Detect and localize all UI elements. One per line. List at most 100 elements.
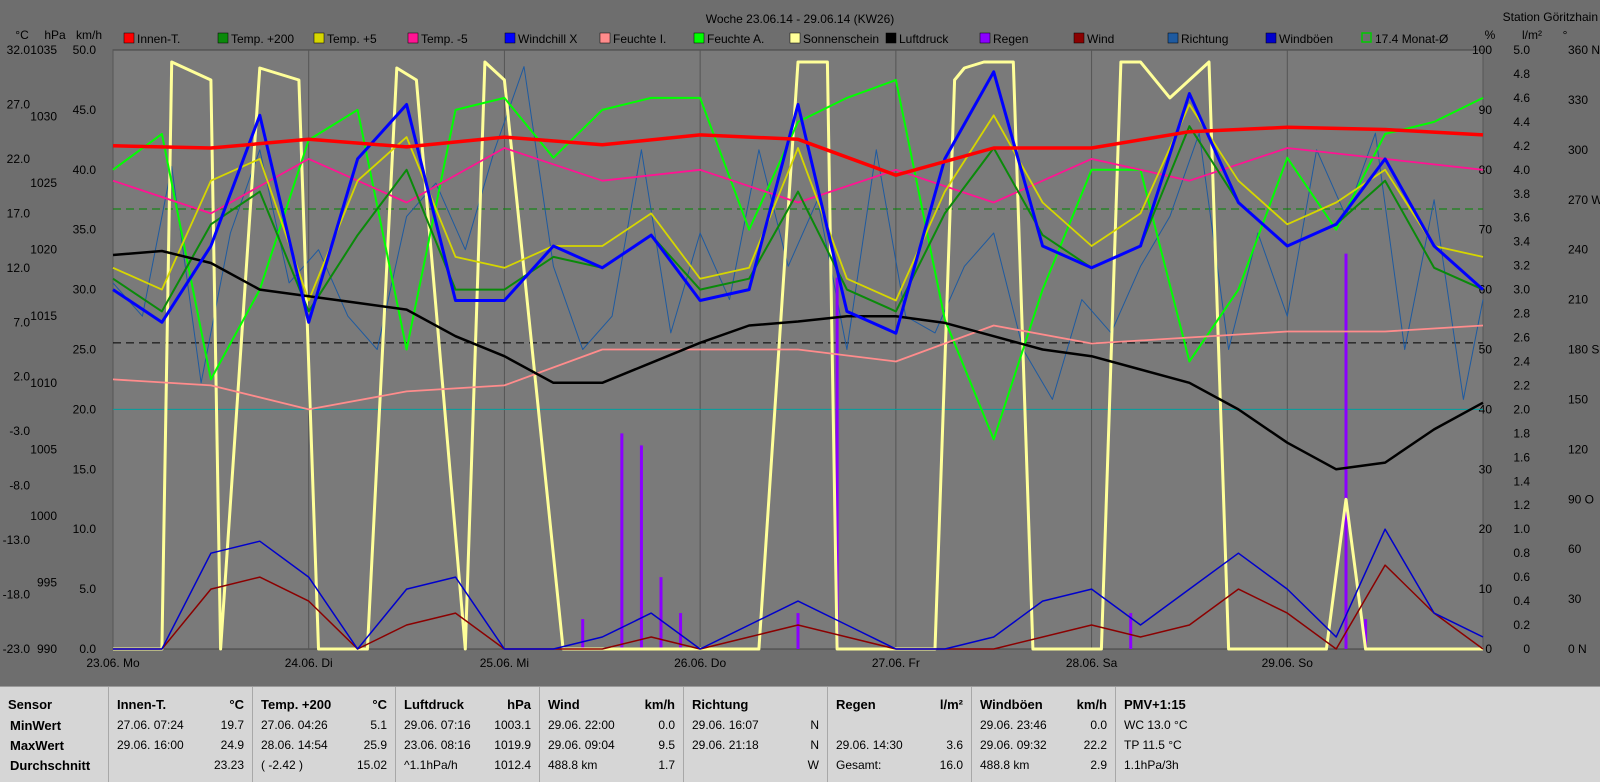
- right-axis-unit-0: %: [1485, 28, 1496, 42]
- stats-richtung-row: 29.06. 21:18 N: [692, 738, 819, 756]
- stats-wind-time: 29.06. 22:00: [548, 718, 615, 732]
- x-tick-label: 26.06. Do: [674, 656, 726, 670]
- legend-swatch: [979, 32, 991, 44]
- right-tick-label: 20: [1479, 522, 1493, 536]
- stats-regen-head: Regen: [836, 697, 876, 712]
- left-tick-label: 0.0: [79, 642, 96, 656]
- stats-innen-row: 27.06. 07:24 19.7: [117, 718, 244, 736]
- stats-regen-row: 29.06. 14:30 3.6: [836, 738, 963, 756]
- left-tick-label: -8.0: [9, 479, 30, 493]
- left-tick-label: 32.0: [7, 43, 31, 57]
- stats-label-avg: Durchschnitt: [10, 758, 91, 773]
- legend-label: Sonnenschein: [803, 32, 879, 46]
- station-name: Station Göritzhain: [1503, 10, 1598, 24]
- left-tick-label: -3.0: [9, 424, 30, 438]
- legend-swatch: [407, 32, 419, 44]
- right-tick-label: 0: [1485, 642, 1492, 656]
- stats-wind-time: 488.8 km: [548, 758, 598, 772]
- stats-regen-value: 3.6: [946, 738, 963, 752]
- right-tick-label: 330: [1568, 93, 1588, 107]
- left-tick-label: 22.0: [7, 152, 31, 166]
- stats-richtung-time: 29.06. 16:07: [692, 718, 759, 732]
- series-line-windb-en: [113, 528, 1484, 650]
- stats-boeen-value: 0.0: [1090, 718, 1107, 732]
- legend-swatch: [123, 32, 135, 44]
- left-tick-label: 7.0: [13, 315, 30, 329]
- stats-sensor-head: Sensor: [8, 697, 53, 712]
- legend-label: Innen-T.: [137, 32, 180, 46]
- stats-regen-column: Regen l/m² 29.06. 14:30 3.6 Gesamt: 16.0: [828, 687, 972, 782]
- stats-wind-time: 29.06. 09:04: [548, 738, 615, 752]
- series-line-temp-5: [112, 147, 1484, 215]
- stats-regen-unit: l/m²: [939, 697, 963, 712]
- legend-swatch: [313, 32, 325, 44]
- stats-temp200-column: Temp. +200 °C 27.06. 04:26 5.1 28.06. 14:54 2…: [253, 687, 396, 782]
- stats-wind-value: 9.5: [658, 738, 675, 752]
- legend-label: Luftdruck: [899, 32, 949, 46]
- right-tick-label: 4.2: [1513, 139, 1530, 153]
- stats-innen-value: 19.7: [220, 718, 244, 732]
- left-tick-label: 1020: [30, 243, 57, 257]
- legend-swatch: [599, 32, 611, 44]
- left-tick-label: 1000: [30, 509, 57, 523]
- left-tick-label: 5.0: [79, 582, 96, 596]
- right-tick-label: 3.8: [1513, 187, 1530, 201]
- right-tick-label: 5.0: [1513, 43, 1530, 57]
- right-tick-label: 3.4: [1513, 235, 1530, 249]
- left-tick-label: 2.0: [13, 370, 30, 384]
- stats-richtung-value: W: [807, 758, 819, 772]
- right-tick-label: 70: [1479, 223, 1493, 237]
- right-tick-label: 1.2: [1513, 498, 1530, 512]
- right-tick-label: 0.8: [1513, 546, 1530, 560]
- chart-svg: Woche 23.06.14 - 29.06.14 (KW26) Station …: [3, 10, 1600, 670]
- right-tick-label: 360 N: [1568, 43, 1600, 57]
- legend-swatch: [789, 32, 801, 44]
- stats-innen-value: 24.9: [220, 738, 244, 752]
- right-tick-label: 1.4: [1513, 474, 1530, 488]
- x-tick-label: 25.06. Mi: [480, 656, 529, 670]
- stats-pmv-trend: 1.1hPa/3h: [1124, 758, 1179, 772]
- right-tick-label: 1.0: [1513, 522, 1530, 536]
- legend-swatch: [1167, 32, 1179, 44]
- right-tick-label: 3.0: [1513, 283, 1530, 297]
- stats-richtung-time: 29.06. 21:18: [692, 738, 759, 752]
- stats-temp200-value: 5.1: [370, 718, 387, 732]
- stats-luftdruck-value: 1019.9: [494, 738, 531, 752]
- right-tick-label: 270 W: [1568, 193, 1600, 207]
- stats-boeen-value: 2.9: [1090, 758, 1107, 772]
- right-tick-label: 2.0: [1513, 402, 1530, 416]
- left-tick-label: 15.0: [73, 462, 97, 476]
- stats-label-max: MaxWert: [10, 738, 64, 753]
- chart-title: Woche 23.06.14 - 29.06.14 (KW26): [706, 12, 895, 26]
- series-line-luftdruck: [112, 249, 1484, 471]
- stats-luftdruck-row: 29.06. 07:16 1003.1: [404, 718, 531, 736]
- stats-wind-value: 1.7: [658, 758, 675, 772]
- series-line-sonnenschein: [113, 60, 1483, 651]
- right-tick-label: 100: [1472, 43, 1492, 57]
- stats-luftdruck-unit: hPa: [507, 697, 531, 712]
- stats-regen-value: 16.0: [939, 758, 963, 772]
- stats-richtung-head: Richtung: [692, 697, 749, 712]
- left-tick-label: 17.0: [7, 206, 31, 220]
- stats-luftdruck-value: 1003.1: [494, 718, 531, 732]
- stats-wind-row: 29.06. 09:04 9.5: [548, 738, 675, 756]
- right-tick-label: 10: [1479, 582, 1493, 596]
- right-tick-label: 2.8: [1513, 307, 1530, 321]
- stats-boeen-head: Windböen: [980, 697, 1043, 712]
- stats-boeen-column: Windböen km/h 29.06. 23:46 0.0 29.06. 09:32 2…: [972, 687, 1116, 782]
- right-tick-label: 80: [1479, 163, 1493, 177]
- stats-innen-row: 23.23: [117, 758, 244, 776]
- left-tick-label: -13.0: [3, 533, 31, 547]
- left-tick-label: 35.0: [73, 223, 97, 237]
- left-tick-label: 20.0: [73, 402, 97, 416]
- stats-boeen-row: 29.06. 23:46 0.0: [980, 718, 1107, 736]
- stats-temp200-row: ( -2.42 ) 15.02: [261, 758, 387, 776]
- stats-temp200-head: Temp. +200: [261, 697, 332, 712]
- stats-richtung-row: W: [692, 758, 819, 776]
- series-line-windchill-x: [112, 70, 1484, 335]
- right-tick-label: 3.6: [1513, 211, 1530, 225]
- legend-label: Feuchte A.: [707, 32, 764, 46]
- stats-boeen-value: 22.2: [1083, 738, 1107, 752]
- stats-innen-value: 23.23: [213, 758, 244, 772]
- right-tick-label: 4.8: [1513, 67, 1530, 81]
